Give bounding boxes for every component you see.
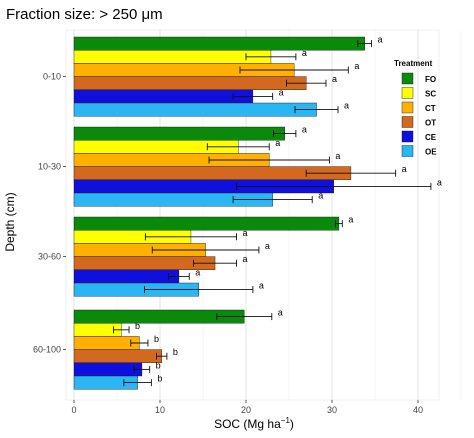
chart-title: Fraction size: > 250 μm <box>6 6 163 23</box>
significance-letter: a <box>335 151 340 161</box>
significance-letter: b <box>154 334 159 344</box>
x-axis-label-superscript: −1 <box>281 416 291 425</box>
legend-label: OT <box>425 119 436 128</box>
legend-title: Treatment <box>394 59 433 68</box>
legend-label: SC <box>425 90 436 99</box>
significance-letter: a <box>195 267 200 277</box>
y-tick-label: 60-100 <box>33 345 61 355</box>
significance-letter: b <box>135 321 140 331</box>
bar <box>73 336 140 350</box>
significance-letter: a <box>332 74 337 84</box>
significance-letter: a <box>378 35 383 45</box>
y-tick-label: 30-60 <box>38 252 61 262</box>
significance-letter: b <box>157 374 162 384</box>
bar <box>73 102 317 117</box>
x-axis-label-main: SOC (Mg ha <box>214 417 281 431</box>
x-axis-label: SOC (Mg ha−1) <box>214 416 294 431</box>
legend-swatch <box>401 87 414 99</box>
x-axis-ticks: 0 10 20 30 40 <box>71 400 423 415</box>
significance-letter: a <box>279 87 284 97</box>
bar <box>73 76 307 90</box>
legend-swatch <box>401 101 414 114</box>
significance-letter: a <box>278 308 283 318</box>
significance-letter: a <box>344 101 349 111</box>
y-tick-label: 0-10 <box>43 72 61 82</box>
legend-label: CE <box>425 133 437 142</box>
significance-letter: a <box>259 281 264 291</box>
significance-letter: a <box>243 254 248 264</box>
significance-letter: a <box>402 164 407 174</box>
significance-letter: a <box>243 228 248 238</box>
legend-items: FO SC CT OT CE OE <box>401 72 437 157</box>
x-tick-label: 10 <box>155 405 165 415</box>
bar <box>73 36 365 51</box>
significance-letter: a <box>437 177 442 187</box>
significance-letter: a <box>275 138 280 148</box>
bar <box>73 89 254 104</box>
x-axis-label-tail: ) <box>290 417 294 431</box>
bar <box>73 216 340 231</box>
significance-letter: b <box>173 347 178 357</box>
significance-letter: a <box>302 125 307 135</box>
significance-letter: a <box>354 61 359 71</box>
legend-swatch <box>401 72 414 85</box>
significance-letter: a <box>302 48 307 58</box>
x-tick-label: 30 <box>327 405 337 415</box>
bar <box>73 126 285 141</box>
legend-label: FO <box>425 75 436 84</box>
bar <box>73 269 180 284</box>
x-tick-label: 0 <box>71 405 76 415</box>
y-axis-label: Depth (cm) <box>3 192 17 251</box>
bar <box>73 50 272 64</box>
y-tick-label: 10-30 <box>38 162 61 172</box>
legend: Treatment FO SC CT OT CE OE <box>394 59 437 157</box>
legend-label: OE <box>425 148 437 157</box>
significance-letter: a <box>318 191 323 201</box>
legend-swatch <box>401 145 414 157</box>
significance-letter: a <box>265 241 270 251</box>
legend-swatch <box>401 116 414 128</box>
y-axis-ticks: 0-10 10-30 30-60 60-100 <box>33 72 66 355</box>
legend-swatch <box>401 130 414 143</box>
x-tick-label: 40 <box>413 405 423 415</box>
x-tick-label: 20 <box>241 405 251 415</box>
legend-label: CT <box>425 104 436 113</box>
significance-letter: b <box>156 360 161 370</box>
bar <box>73 349 162 364</box>
bar <box>73 362 143 377</box>
significance-letter: a <box>348 215 353 225</box>
